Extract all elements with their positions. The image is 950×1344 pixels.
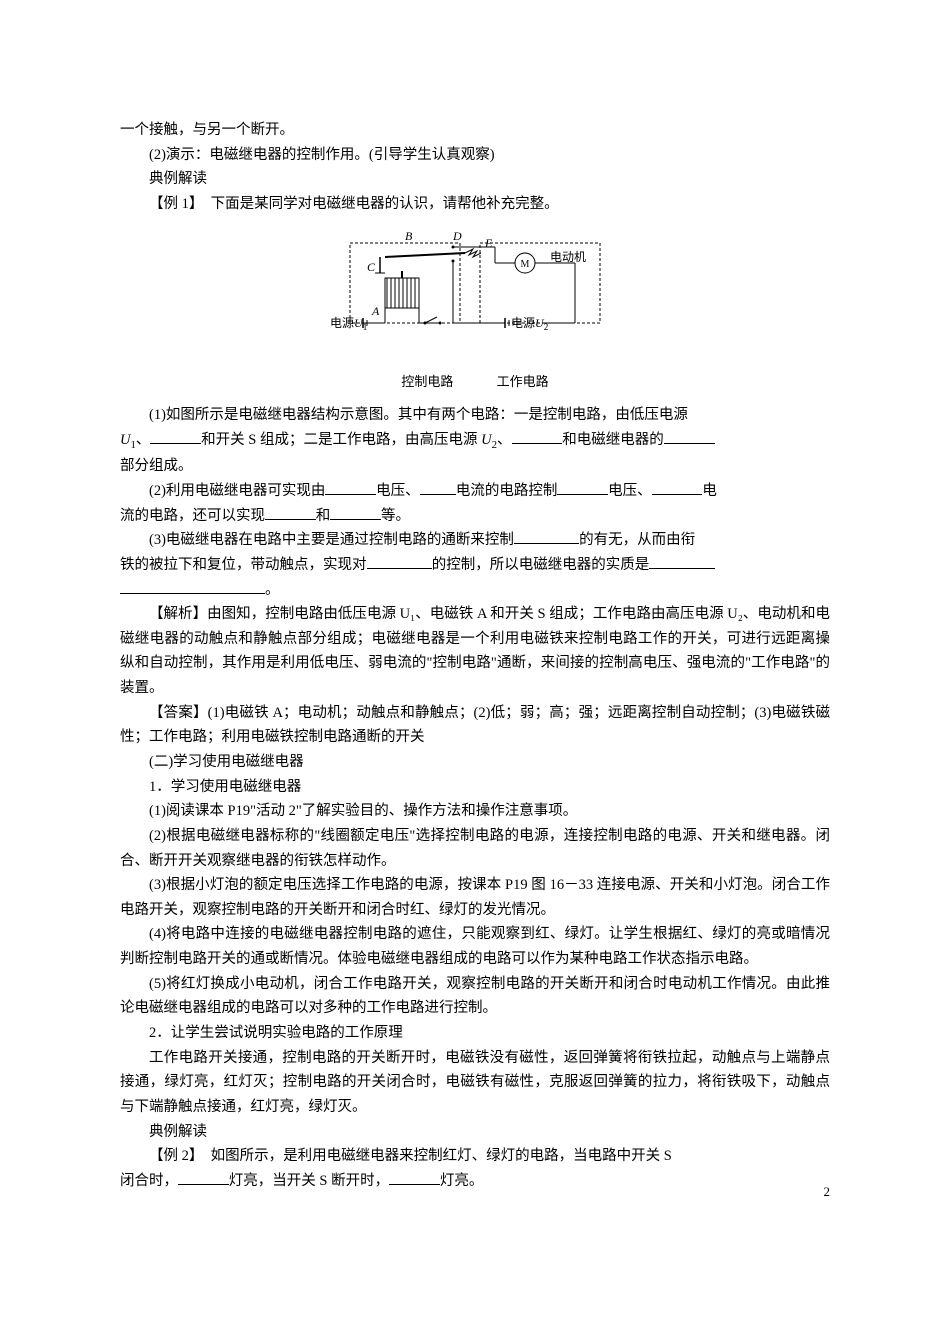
text: 的控制，所以电磁继电器的实质是 [432, 557, 650, 573]
text: 和 [316, 508, 331, 524]
body-text: 一个接触，与另一个断开。 [120, 118, 830, 143]
text: (2)利用电磁继电器可实现由 [149, 483, 325, 499]
text: 、 [136, 432, 151, 448]
text: 流的电路，还可以实现 [120, 508, 265, 524]
s2-1-4: (4)将电路中连接的电磁继电器控制电路的遮住，只能观察到红、绿灯。让学生根据红、… [120, 922, 830, 971]
svg-text:电源U1: 电源U1 [330, 316, 367, 332]
label-E: E [484, 236, 493, 250]
blank [178, 1169, 229, 1185]
text: 灯亮。 [440, 1173, 484, 1189]
page-number: 2 [824, 1181, 831, 1203]
q1-p3: (3)电磁继电器在电路中主要是通过控制电路的通断来控制 的有无，从而由衔 [120, 528, 830, 553]
text: U [481, 432, 491, 448]
q1-p3-cont: 铁的被拉下和复位，带动触点，实现对 的控制，所以电磁继电器的实质是 [120, 553, 830, 578]
label-C: C [367, 260, 376, 274]
blank [664, 428, 715, 444]
s2-1-2: (2)根据电磁继电器标称的"线圈额定电压"选择控制电路的电源，连接控制电路的电源… [120, 824, 830, 873]
text: 和开关 S 组成；二是工作电路，由高压电源 [201, 432, 481, 448]
s2-1-5: (5)将红灯换成小电动机，闭合工作电路开关，观察控制电路的开关断开和闭合时电动机… [120, 972, 830, 1021]
s2-2-1: 工作电路开关接通，控制电路的开关断开时，电磁铁没有磁性，返回弹簧将衔铁拉起，动触… [120, 1046, 830, 1120]
label-A: A [371, 304, 380, 318]
caption-control: 控制电路 [401, 371, 453, 393]
blank [652, 479, 703, 495]
blank [150, 428, 201, 444]
blank [420, 479, 456, 495]
example-2a: 【例 2】 如图所示，是利用电磁继电器来控制红灯、绿灯的电路，当电路中开关 S [120, 1144, 830, 1169]
answer: 【答案】(1)电磁铁 A；电动机；动触点和静触点；(2)低；弱；高；强；远距离控… [120, 701, 830, 750]
text: 灯亮，当开关 S 断开时， [229, 1173, 389, 1189]
blank [389, 1169, 440, 1185]
svg-text:电源U2: 电源U2 [511, 316, 548, 332]
text: 电压、 [608, 483, 652, 499]
text: 闭合时， [120, 1173, 178, 1189]
caption-work: 工作电路 [497, 371, 549, 393]
text: (3)电磁继电器在电路中主要是通过控制电路的通断来控制 [149, 532, 514, 548]
blank [265, 504, 316, 520]
text: 和电磁继电器的 [562, 432, 664, 448]
s2-1-1: (1)阅读课本 P19"活动 2"了解实验目的、操作方法和操作注意事项。 [120, 799, 830, 824]
q1-p3-end: 。 [120, 578, 830, 603]
blank [514, 529, 579, 545]
q1-p1: (1)如图所示是电磁继电器结构示意图。其中有两个电路：一是控制电路，由低压电源 [120, 403, 830, 428]
example-1-title: 【例 1】 下面是某同学对电磁继电器的认识，请帮他补充完整。 [120, 192, 830, 217]
text: 电压、 [376, 483, 420, 499]
text: 。 [265, 582, 280, 598]
relay-diagram: M B D E C A 电动机 电源U1 电源U2 控制电路 [120, 223, 830, 394]
text: 电 [702, 483, 717, 499]
text: 铁的被拉下和复位，带动触点，实现对 [120, 557, 367, 573]
section-label: 典例解读 [120, 167, 830, 192]
text: U [120, 432, 130, 448]
blank [120, 578, 265, 594]
q1-p1-end: 部分组成。 [120, 454, 830, 479]
blank [512, 428, 563, 444]
blank [367, 553, 432, 569]
s2-1: 1．学习使用电磁继电器 [120, 775, 830, 800]
label-motor: 电动机 [550, 250, 586, 264]
q1-p2-cont: 流的电路，还可以实现 和 等。 [120, 504, 830, 529]
blank [330, 504, 381, 520]
blank [649, 553, 714, 569]
s2-2: 2．让学生尝试说明实验电路的工作原理 [120, 1021, 830, 1046]
text: 的有无，从而由衔 [579, 532, 695, 548]
s2-1-3: (3)根据小灯泡的额定电压选择工作电路的电源，按课本 P19 图 16－33 连… [120, 873, 830, 922]
analysis-p1: 【解析】由图知，控制电路由低压电源 U₁、电磁铁 A 和开关 S 组成；工作电路… [120, 602, 830, 701]
s2-3: 典例解读 [120, 1120, 830, 1145]
blank [557, 479, 608, 495]
page-container: 一个接触，与另一个断开。 (2)演示：电磁继电器的控制作用。(引导学生认真观察)… [0, 0, 950, 1234]
q1-p1-cont: U1、和开关 S 组成；二是工作电路，由高压电源 U2、和电磁继电器的 [120, 428, 830, 454]
q1-p2: (2)利用电磁继电器可实现由 电压、 电流的电路控制 电压、 电 [120, 479, 830, 504]
blank [325, 479, 376, 495]
text: (1)如图所示是电磁继电器结构示意图。其中有两个电路：一是控制电路，由低压电源 [149, 407, 688, 423]
example-2b: 闭合时， 灯亮，当开关 S 断开时， 灯亮。 [120, 1169, 830, 1194]
text: 、 [497, 432, 512, 448]
text: 等。 [381, 508, 410, 524]
text: 电流的电路控制 [456, 483, 558, 499]
body-text: (2)演示：电磁继电器的控制作用。(引导学生认真观察) [120, 143, 830, 168]
label-D: D [452, 229, 462, 243]
svg-text:M: M [521, 259, 530, 270]
section-2-title: (二)学习使用电磁继电器 [120, 750, 830, 775]
label-B: B [405, 229, 413, 243]
figure-caption: 控制电路 工作电路 [120, 371, 830, 393]
